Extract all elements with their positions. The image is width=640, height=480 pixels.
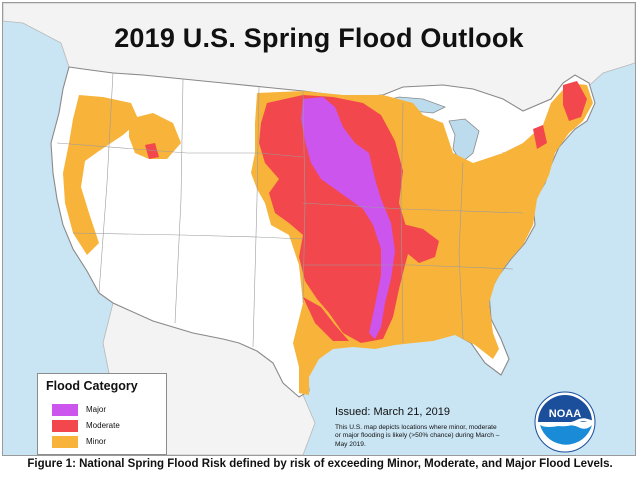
figure-caption: Figure 1: National Spring Flood Risk def…	[27, 458, 613, 470]
issued-date: Issued: March 21, 2019	[335, 406, 450, 418]
state-boundaries	[56, 72, 524, 348]
legend-item-moderate: Moderate	[52, 420, 162, 432]
legend: Flood Category Major Moderate Minor	[37, 373, 167, 455]
legend-label-minor: Minor	[86, 437, 107, 446]
map-description: This U.S. map depicts locations where mi…	[335, 424, 500, 448]
moderate-flood-areas	[145, 81, 587, 343]
map-title: 2019 U.S. Spring Flood Outlook	[114, 23, 524, 53]
legend-item-major: Major	[52, 404, 162, 416]
legend-swatch-major	[52, 404, 78, 416]
map-frame: 2019 U.S. Spring Flood Outlook Flood Cat…	[2, 2, 636, 456]
major-flood-areas	[301, 97, 395, 339]
noaa-logo-icon: NOAA	[534, 391, 596, 453]
legend-item-minor: Minor	[52, 436, 162, 448]
lake-huron	[448, 118, 480, 164]
legend-label-major: Major	[86, 405, 107, 414]
flood-map	[3, 3, 635, 455]
svg-text:NOAA: NOAA	[549, 408, 581, 420]
legend-swatch-minor	[52, 436, 78, 448]
legend-swatch-moderate	[52, 420, 78, 432]
legend-title: Flood Category	[46, 379, 138, 393]
legend-label-moderate: Moderate	[86, 421, 120, 430]
